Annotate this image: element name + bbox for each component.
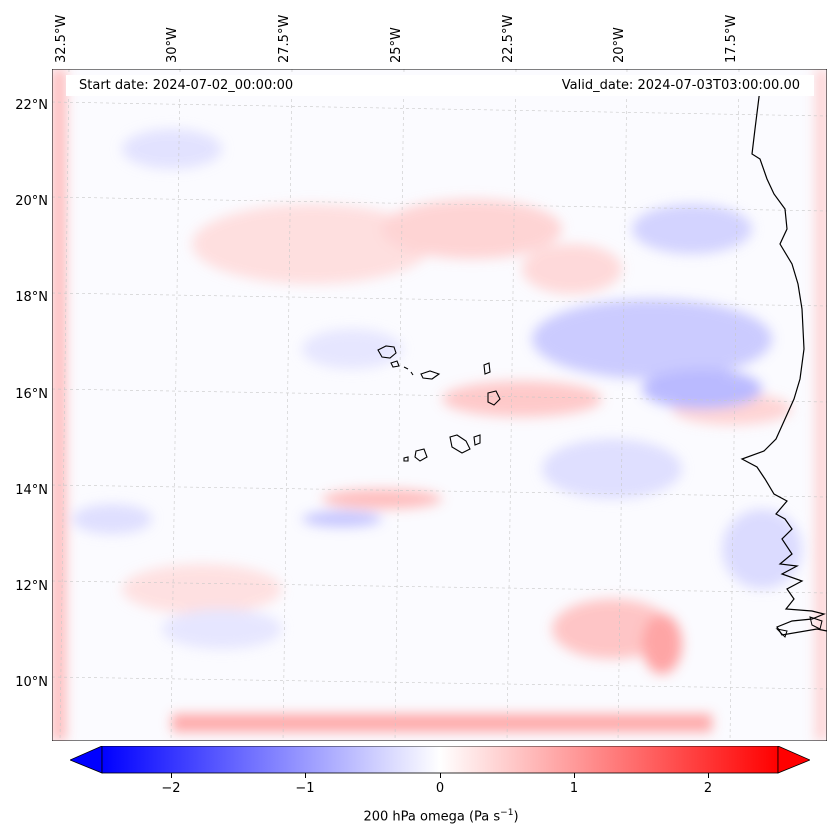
lat-label-22n: 22°N bbox=[15, 98, 48, 113]
omega-negative-region bbox=[122, 129, 222, 169]
omega-negative-region bbox=[302, 511, 382, 527]
omega-positive-region bbox=[192, 204, 432, 284]
colorbar-label-text: 200 hPa omega (Pa s bbox=[363, 809, 501, 825]
omega-negative-region bbox=[642, 369, 762, 409]
colorbar-tickmark bbox=[440, 773, 441, 778]
valid-date-label: Valid_date: 2024-07-03T03:00:00.00 bbox=[561, 78, 800, 93]
colorbar-tickmark bbox=[708, 773, 709, 778]
colorbar-extend-min bbox=[70, 746, 103, 774]
lon-label-20w: 20°W bbox=[612, 27, 627, 63]
colorbar-extend-max bbox=[777, 746, 810, 774]
lat-label-18n: 18°N bbox=[15, 290, 48, 305]
lon-label-17-5w: 17.5°W bbox=[724, 14, 739, 63]
colorbar-tickmark bbox=[574, 773, 575, 778]
lon-label-30w: 30°W bbox=[165, 27, 180, 63]
lon-label-25w: 25°W bbox=[389, 27, 404, 63]
lon-label-32-5w: 32.5°W bbox=[54, 14, 69, 63]
colorbar-label: 200 hPa omega (Pa s−1) bbox=[0, 808, 837, 824]
omega-positive-region bbox=[816, 69, 827, 741]
omega-negative-region bbox=[532, 299, 772, 379]
colorbar-tick-label: −2 bbox=[161, 781, 181, 796]
lon-label-27-5w: 27.5°W bbox=[277, 14, 292, 63]
coastline-islands bbox=[775, 616, 823, 638]
colorbar-tick-label: 1 bbox=[569, 781, 579, 796]
colorbar-label-exponent: −1 bbox=[500, 808, 514, 818]
omega-positive-region bbox=[322, 489, 442, 509]
lat-label-12n: 12°N bbox=[15, 579, 48, 594]
lon-label-22-5w: 22.5°W bbox=[501, 14, 516, 63]
omega-negative-region bbox=[162, 609, 282, 649]
omega-negative-region bbox=[72, 504, 152, 534]
omega-negative-region bbox=[722, 509, 802, 589]
colorbar-tickmark bbox=[305, 773, 306, 778]
colorbar-tickmark bbox=[171, 773, 172, 778]
omega-negative-region bbox=[302, 329, 402, 369]
map-panel bbox=[52, 69, 827, 741]
omega-negative-region bbox=[542, 439, 682, 499]
omega-field bbox=[52, 69, 827, 741]
colorbar-gradient bbox=[101, 746, 779, 774]
omega-positive-region bbox=[642, 614, 682, 674]
colorbar-tick-label: 0 bbox=[435, 781, 445, 796]
omega-negative-region bbox=[632, 204, 752, 254]
omega-positive-region bbox=[122, 564, 282, 614]
lat-label-14n: 14°N bbox=[15, 483, 48, 498]
lat-label-16n: 16°N bbox=[15, 387, 48, 402]
omega-positive-region bbox=[382, 199, 562, 259]
omega-positive-region bbox=[442, 381, 602, 417]
omega-positive-region bbox=[52, 69, 66, 741]
colorbar-tick-label: −1 bbox=[295, 781, 315, 796]
omega-positive-region bbox=[522, 244, 622, 294]
colorbar-label-suffix: ) bbox=[513, 809, 519, 825]
header-background bbox=[66, 75, 814, 96]
start-date-label: Start date: 2024-07-02_00:00:00 bbox=[79, 78, 294, 93]
lat-label-10n: 10°N bbox=[15, 675, 48, 690]
graticule bbox=[52, 69, 827, 741]
omega-positive-region bbox=[172, 714, 712, 732]
colorbar bbox=[70, 746, 810, 774]
lat-label-20n: 20°N bbox=[15, 194, 48, 209]
colorbar-tick-label: 2 bbox=[703, 781, 713, 796]
africa-coastline bbox=[740, 88, 827, 636]
cape-verde-islands bbox=[377, 345, 501, 462]
